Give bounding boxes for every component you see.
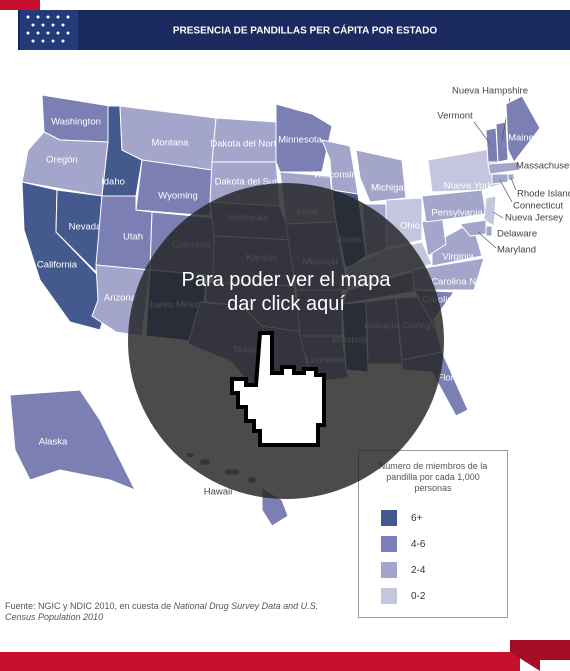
leader-line bbox=[492, 211, 504, 219]
state-label: Utah bbox=[123, 232, 143, 243]
state-shape bbox=[507, 173, 515, 181]
state-label: Pensylvania bbox=[431, 208, 483, 219]
state-label-external: Connecticut bbox=[513, 201, 564, 212]
source-text: Fuente: NGIC y NDIC 2010, en cuesta de bbox=[5, 601, 174, 611]
map-overlay-button[interactable]: Para poder ver el mapa dar click aquí bbox=[128, 183, 444, 499]
state-label: Alaska bbox=[39, 437, 68, 448]
leader-line bbox=[473, 121, 492, 146]
state-label-external: Massachuset bbox=[516, 161, 570, 172]
state-label-external: Maryland bbox=[497, 245, 536, 256]
footer-flap bbox=[510, 640, 570, 671]
state-shape bbox=[483, 195, 497, 227]
state-shape bbox=[275, 103, 333, 173]
overlay-line: Para poder ver el mapa bbox=[181, 269, 391, 291]
legend: Número de miembros de la pandilla por ca… bbox=[358, 450, 508, 618]
state-label: Oregón bbox=[46, 155, 78, 166]
source: Fuente: NGIC y NDIC 2010, en cuesta de N… bbox=[5, 601, 335, 623]
state-label: Washington bbox=[51, 117, 101, 128]
leader-line bbox=[510, 177, 517, 191]
state-label-external: Nueva Jersey bbox=[505, 213, 563, 224]
legend-swatch bbox=[381, 562, 397, 578]
state-shape bbox=[459, 219, 487, 237]
hand-cursor bbox=[230, 331, 326, 447]
state-shape bbox=[485, 225, 493, 237]
state-label: Dakota del Norte bbox=[210, 139, 281, 150]
state-shape bbox=[491, 173, 509, 185]
state-label: Wisconsin bbox=[313, 170, 356, 181]
legend-item: 2-4 bbox=[381, 562, 507, 578]
leader-line bbox=[477, 231, 497, 249]
legend-item: 4-6 bbox=[381, 536, 507, 552]
state-label: Carolina S. bbox=[423, 295, 470, 306]
stars bbox=[26, 15, 70, 43]
legend-label: 2-4 bbox=[411, 564, 426, 576]
legend-label: 0-2 bbox=[411, 590, 426, 602]
state-label: Carolina N. bbox=[431, 277, 479, 288]
state-label: California bbox=[37, 260, 78, 271]
state-label-external: Rhode Island bbox=[517, 189, 570, 200]
state-label: Virginia bbox=[442, 252, 474, 263]
state-label: Maine bbox=[508, 133, 534, 144]
state-label-external: Vermont bbox=[437, 111, 473, 122]
overlay-line: dar click aquí bbox=[227, 293, 345, 315]
state-label: Ohio bbox=[400, 221, 420, 232]
legend-swatch bbox=[381, 588, 397, 604]
legend-label: 4-6 bbox=[411, 538, 426, 550]
title: PRESENCIA DE PANDILLAS PER CÁPITA POR ES… bbox=[173, 24, 438, 37]
header-bar bbox=[18, 10, 570, 50]
state-label: Florida bbox=[437, 373, 467, 384]
state-shape bbox=[9, 389, 137, 491]
state-label: Michigan bbox=[371, 183, 409, 194]
legend-label: 6+ bbox=[411, 512, 423, 524]
state-label: Idaho bbox=[101, 177, 125, 188]
state-shape bbox=[495, 121, 509, 163]
state-shape bbox=[427, 147, 503, 193]
legend-title: Número de miembros de la pandilla por ca… bbox=[378, 461, 488, 493]
state-label: Nevada bbox=[69, 222, 102, 233]
state-label: Nueva York bbox=[444, 181, 493, 192]
state-label: Wyoming bbox=[158, 191, 198, 202]
state-label: Arizona bbox=[104, 293, 137, 304]
leader-line bbox=[499, 179, 513, 203]
state-label: Montana bbox=[152, 138, 190, 149]
state-shape bbox=[487, 161, 521, 175]
state-label-external: Nueva Hampshire bbox=[452, 86, 528, 97]
legend-swatch bbox=[381, 510, 397, 526]
state-label-external: Delaware bbox=[497, 229, 537, 240]
state-label-external: Hawaii bbox=[204, 487, 233, 498]
state-label: Dakota del Sur bbox=[215, 177, 278, 188]
state-label: Minnesota bbox=[278, 135, 323, 146]
footer-bar bbox=[0, 652, 520, 671]
legend-item: 0-2 bbox=[381, 588, 507, 604]
state-shape bbox=[505, 95, 541, 163]
legend-item: 6+ bbox=[381, 510, 507, 526]
legend-swatch bbox=[381, 536, 397, 552]
source-italic: National Drug Survey Data and U.S. Censu… bbox=[5, 601, 319, 622]
corner-ribbon bbox=[0, 0, 40, 10]
